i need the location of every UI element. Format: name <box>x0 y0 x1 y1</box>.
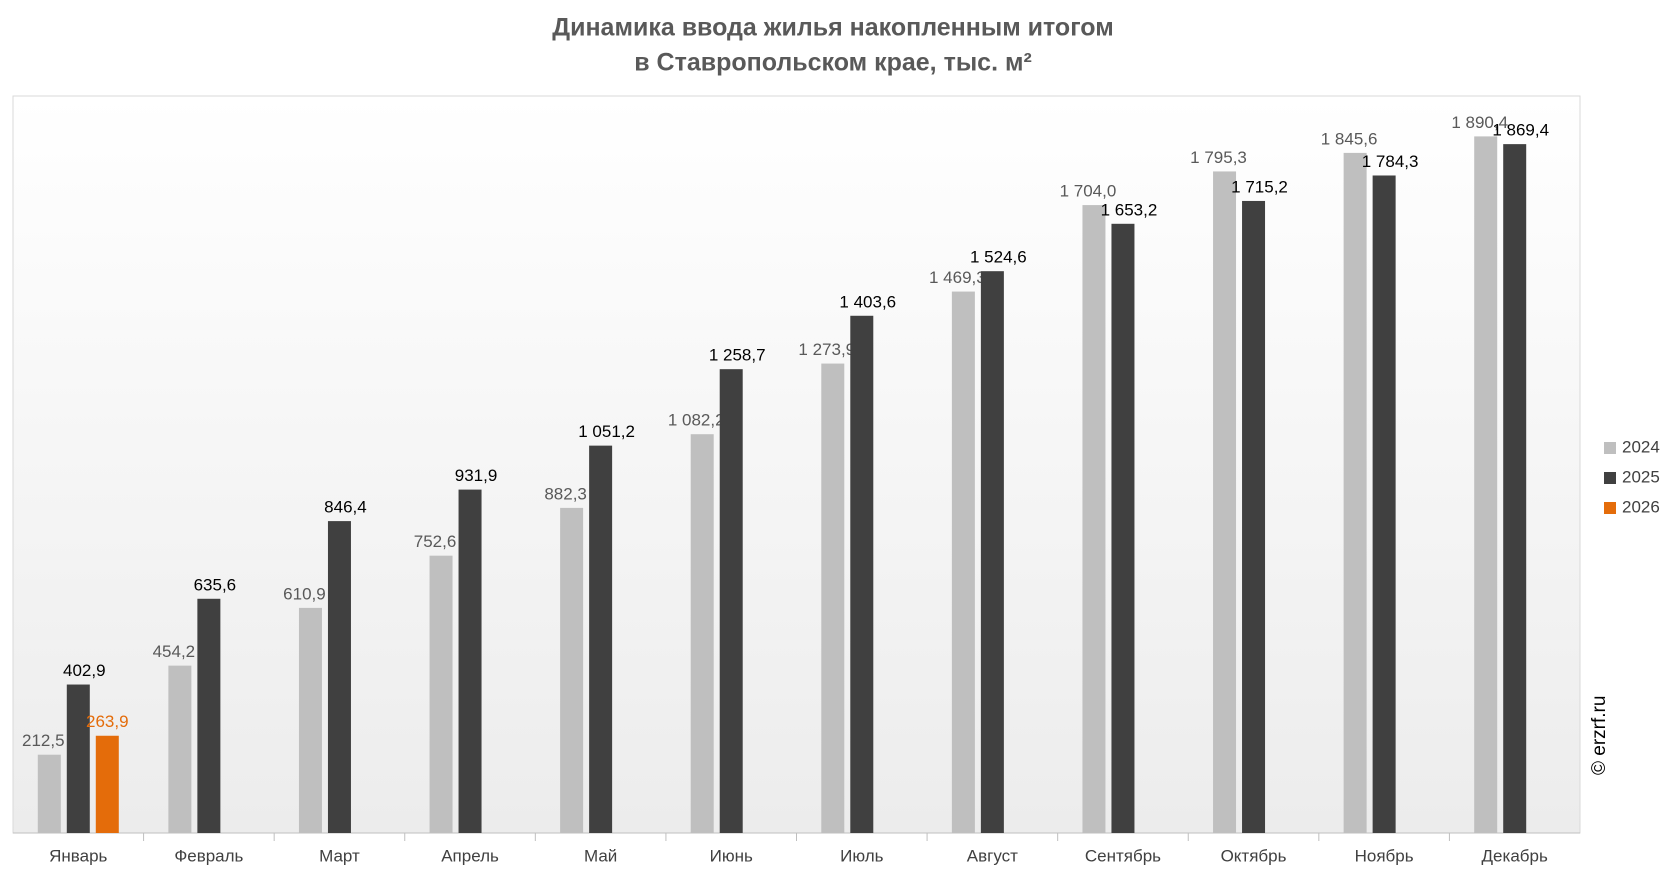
x-tick-label: Март <box>319 846 360 865</box>
value-label: 454,2 <box>153 642 196 661</box>
x-tick-label: Ноябрь <box>1355 846 1414 865</box>
value-label: 752,6 <box>414 532 457 551</box>
value-label: 1 784,3 <box>1362 152 1419 171</box>
bar <box>1474 136 1498 834</box>
bar <box>850 315 874 833</box>
x-tick-label: Июль <box>840 846 884 865</box>
bar <box>168 665 192 833</box>
bar <box>980 271 1004 833</box>
value-label: 1 704,0 <box>1060 182 1117 201</box>
x-tick-label: Январь <box>49 846 107 865</box>
bar <box>429 555 453 833</box>
chart-title: в Ставропольском крае, тыс. м² <box>634 49 1032 77</box>
value-label: 882,3 <box>544 484 587 503</box>
bar <box>66 684 90 833</box>
value-label: 1 051,2 <box>578 422 635 441</box>
bar <box>458 489 482 833</box>
bar <box>1213 171 1237 833</box>
value-label: 931,9 <box>455 466 498 485</box>
x-tick-label: Февраль <box>174 846 243 865</box>
x-tick-label: Апрель <box>441 846 499 865</box>
bar <box>327 521 351 833</box>
legend-swatch <box>1604 442 1616 454</box>
bar <box>951 291 975 833</box>
legend-swatch <box>1604 472 1616 484</box>
x-tick-label: Октябрь <box>1221 846 1287 865</box>
value-label: 263,9 <box>86 712 129 731</box>
bar <box>1372 175 1396 833</box>
value-label: 1 273,9 <box>798 340 855 359</box>
value-label: 1 653,2 <box>1101 200 1158 219</box>
legend-swatch <box>1604 502 1616 514</box>
x-tick-label: Май <box>584 846 617 865</box>
bar <box>197 598 221 833</box>
value-label: 1 795,3 <box>1190 148 1247 167</box>
value-label: 1 082,2 <box>668 411 725 430</box>
legend-label: 2026 <box>1622 497 1660 516</box>
chart-title: Динамика ввода жилья накопленным итогом <box>552 14 1113 42</box>
bar <box>589 445 613 833</box>
value-label: 1 403,6 <box>839 292 896 311</box>
bar <box>1082 205 1106 834</box>
bar <box>1111 223 1135 834</box>
bar <box>560 507 584 833</box>
bar <box>690 434 714 833</box>
x-tick-label: Июнь <box>710 846 753 865</box>
bar <box>1242 200 1266 834</box>
value-label: 1 845,6 <box>1321 129 1378 148</box>
watermark: © erzrf.ru <box>1589 696 1610 775</box>
bar <box>821 363 845 833</box>
x-tick-label: Сентябрь <box>1085 846 1161 865</box>
bar <box>37 754 61 833</box>
bar <box>719 369 743 833</box>
x-tick-label: Август <box>967 846 1018 865</box>
bar <box>95 735 119 833</box>
legend-label: 2025 <box>1622 467 1660 486</box>
value-label: 846,4 <box>324 498 367 517</box>
plot-area <box>12 95 1581 834</box>
value-label: 1 524,6 <box>970 248 1027 267</box>
value-label: 1 869,4 <box>1492 121 1549 140</box>
value-label: 1 890,4 <box>1451 113 1508 132</box>
value-label: 1 258,7 <box>709 346 766 365</box>
value-label: 610,9 <box>283 584 326 603</box>
value-label: 402,9 <box>63 661 106 680</box>
value-label: 212,5 <box>22 731 65 750</box>
x-tick-label: Декабрь <box>1482 846 1548 865</box>
legend-label: 2024 <box>1622 437 1660 456</box>
bar <box>1343 152 1367 834</box>
value-label: 1 469,3 <box>929 268 986 287</box>
bar <box>1503 144 1527 833</box>
value-label: 1 715,2 <box>1231 177 1288 196</box>
value-label: 635,6 <box>194 575 237 594</box>
bar <box>298 607 322 833</box>
